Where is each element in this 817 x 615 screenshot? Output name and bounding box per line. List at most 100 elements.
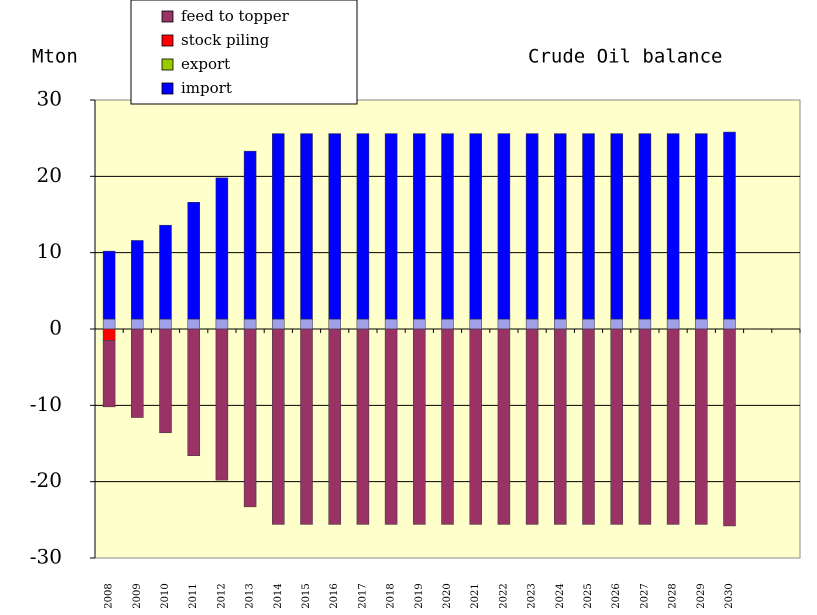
bar-segment — [102, 328, 116, 341]
bar-segment — [187, 318, 200, 330]
bar-segment — [384, 133, 398, 320]
x-tick-label: 2014 — [273, 583, 284, 608]
x-tick-label: 2026 — [611, 583, 622, 608]
bar-segment — [131, 328, 144, 418]
bar-segment — [666, 328, 680, 525]
x-tick-label: 2008 — [104, 583, 115, 608]
bar-segment — [215, 177, 229, 320]
x-tick-label: 2023 — [527, 583, 538, 608]
x-tick-label: 2022 — [498, 583, 509, 608]
bar-segment — [102, 318, 116, 330]
bar-segment — [187, 328, 200, 456]
bar-segment — [610, 133, 623, 320]
y-tick-label: -30 — [30, 545, 62, 569]
bar-segment — [102, 250, 116, 320]
y-tick-label: -10 — [30, 392, 62, 416]
legend-swatch — [161, 10, 174, 23]
bar-segment — [131, 240, 144, 320]
bar-segment — [131, 318, 144, 330]
x-tick-label: 2009 — [132, 583, 143, 608]
bar-segment — [554, 318, 567, 330]
bar-segment — [300, 318, 313, 330]
bar-segment — [723, 318, 736, 330]
x-tick-label: 2010 — [160, 583, 171, 608]
y-tick-label: 10 — [37, 239, 62, 263]
bar-segment — [328, 328, 341, 525]
bar-segment — [328, 133, 341, 320]
bar-segment — [497, 318, 511, 330]
bar-segment — [356, 318, 370, 330]
bar-segment — [582, 328, 595, 525]
bar-segment — [413, 133, 426, 320]
bar-segment — [554, 133, 567, 320]
x-tick-label: 2017 — [357, 583, 368, 608]
bar-segment — [695, 318, 708, 330]
bar-segment — [610, 318, 623, 330]
x-tick-label: 2016 — [329, 583, 340, 608]
bar-segment — [215, 318, 229, 330]
y-tick-label: 20 — [37, 163, 62, 187]
bar-segment — [525, 318, 539, 330]
bar-segment — [525, 133, 539, 320]
bar-segment — [695, 133, 708, 320]
bar-segment — [243, 150, 257, 320]
y-tick-label: 0 — [49, 316, 62, 340]
bar-segment — [441, 318, 454, 330]
bar-segment — [610, 328, 623, 525]
bar-segment — [638, 328, 652, 525]
bar-segment — [525, 328, 539, 525]
bar-segment — [666, 133, 680, 320]
bar-segment — [159, 328, 172, 434]
x-tick-label: 2020 — [442, 583, 453, 608]
bar-segment — [469, 133, 482, 320]
bar-segment — [723, 328, 736, 527]
legend-swatch — [161, 34, 174, 47]
x-tick-label: 2027 — [639, 583, 650, 608]
legend-swatch — [161, 82, 174, 95]
bar-segment — [384, 318, 398, 330]
x-tick-label: 2011 — [188, 583, 199, 608]
x-tick-label: 2012 — [216, 583, 227, 608]
bar-segment — [300, 133, 313, 320]
bar-segment — [102, 340, 116, 408]
bar-segment — [554, 328, 567, 525]
bar-segment — [300, 328, 313, 525]
bar-segment — [413, 328, 426, 525]
bar-segment — [469, 328, 482, 525]
x-tick-label: 2024 — [555, 583, 566, 608]
bar-segment — [243, 318, 257, 330]
bar-segment — [582, 318, 595, 330]
legend-label: feed to topper — [181, 7, 290, 25]
bar-segment — [638, 318, 652, 330]
bar-segment — [187, 202, 200, 320]
x-tick-label: 2030 — [724, 583, 735, 608]
legend-swatch — [161, 58, 174, 71]
legend-label: import — [181, 79, 232, 97]
bar-segment — [356, 328, 370, 525]
x-tick-label: 2028 — [668, 583, 679, 608]
bar-segment — [638, 133, 652, 320]
bar-segment — [413, 318, 426, 330]
bar-segment — [356, 133, 370, 320]
bar-segment — [469, 318, 482, 330]
bar-segment — [666, 318, 680, 330]
x-tick-label: 2021 — [470, 583, 481, 608]
x-tick-label: 2025 — [583, 583, 594, 608]
bar-segment — [441, 133, 454, 320]
bar-segment — [159, 318, 172, 330]
chart-title: Crude Oil balance — [528, 46, 722, 68]
bar-segment — [328, 318, 341, 330]
bar-segment — [272, 318, 285, 330]
bar-segment — [272, 133, 285, 320]
x-tick-label: 2015 — [301, 583, 312, 608]
bar-segment — [243, 328, 257, 508]
bar-segment — [695, 328, 708, 525]
bar-segment — [215, 328, 229, 481]
bar-segment — [272, 328, 285, 525]
legend-label: export — [181, 55, 230, 73]
legend-label: stock piling — [181, 31, 270, 49]
bar-segment — [384, 328, 398, 525]
x-tick-label: 2013 — [245, 583, 256, 608]
bar-segment — [497, 133, 511, 320]
